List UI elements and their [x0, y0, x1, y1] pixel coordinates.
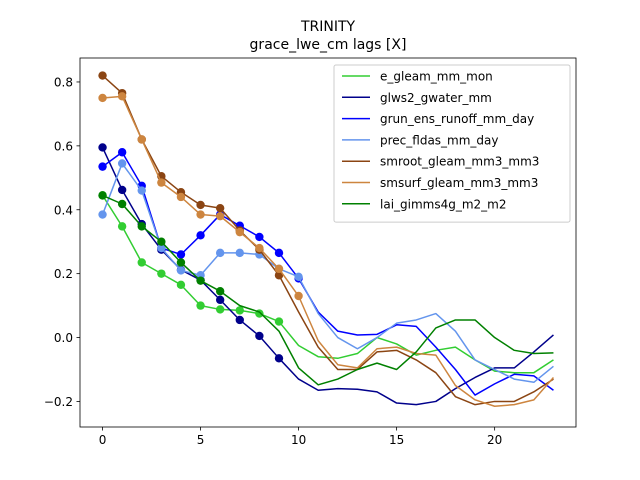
data-point-smroot_gleam_mm3_mm3-0	[98, 71, 107, 80]
data-point-smsurf_gleam_mm3_mm3-7	[235, 227, 244, 237]
data-point-glws2_gwater_mm-8	[255, 331, 264, 341]
legend: e_gleam_mm_mon glws2_gwater_mm grun_ens_ru…	[333, 64, 571, 223]
x-tick-label-3: 15	[389, 433, 404, 447]
data-point-prec_fldas_mm_day-10	[294, 272, 303, 282]
y-tick-label-1: 0.0	[54, 331, 73, 345]
data-point-lai_gimms4g_m2_m2-4	[176, 258, 186, 267]
data-point-lai_gimms4g_m2_m2-1	[117, 199, 127, 209]
data-point-smsurf_gleam_mm3_mm3-8	[255, 243, 264, 253]
x-tick-label-1: 5	[197, 433, 205, 447]
x-tick-label-0: 0	[99, 433, 107, 447]
data-point-prec_fldas_mm_day-0	[98, 210, 107, 219]
data-point-grun_ens_runoff_mm_day-8	[255, 232, 264, 242]
data-point-smsurf_gleam_mm3_mm3-5	[196, 210, 205, 219]
x-tick-label-4: 20	[487, 433, 502, 447]
data-point-lai_gimms4g_m2_m2-2	[137, 222, 146, 231]
data-point-smsurf_gleam_mm3_mm3-3	[157, 178, 166, 187]
y-tick-label-0: −0.2	[44, 395, 73, 409]
data-point-lai_gimms4g_m2_m2-6	[215, 287, 225, 296]
data-point-prec_fldas_mm_day-2	[137, 186, 146, 195]
data-point-e_gleam_mm_mon-6	[215, 305, 225, 314]
chart-subtitle: grace_lwe_cm lags [X]	[250, 37, 407, 53]
data-point-e_gleam_mm_mon-1	[117, 222, 127, 231]
legend-label-grun_ens_runoff_mm_day: grun_ens_runoff_mm_day	[380, 112, 534, 126]
y-tick-label-3: 0.4	[54, 203, 73, 217]
data-point-prec_fldas_mm_day-4	[176, 266, 186, 275]
data-point-grun_ens_runoff_mm_day-5	[196, 231, 205, 240]
data-point-smsurf_gleam_mm3_mm3-9	[274, 264, 284, 274]
chart-title: TRINITY	[300, 19, 356, 35]
data-point-glws2_gwater_mm-9	[274, 354, 284, 363]
y-tick-label-5: 0.8	[54, 75, 73, 89]
x-tick-label-2: 10	[291, 433, 306, 447]
data-point-e_gleam_mm_mon-7	[235, 306, 244, 315]
data-point-smsurf_gleam_mm3_mm3-10	[294, 291, 303, 301]
data-point-glws2_gwater_mm-6	[215, 295, 225, 305]
data-point-lai_gimms4g_m2_m2-0	[98, 191, 107, 200]
y-tick-label-4: 0.6	[54, 139, 73, 153]
data-point-e_gleam_mm_mon-4	[176, 280, 186, 290]
data-point-glws2_gwater_mm-7	[235, 315, 244, 325]
data-point-e_gleam_mm_mon-5	[196, 301, 205, 310]
data-point-e_gleam_mm_mon-9	[274, 317, 284, 326]
series-line-smroot_gleam_mm3_mm3	[102, 75, 554, 406]
y-tick-label-2: 0.2	[54, 267, 73, 281]
data-point-smroot_gleam_mm3_mm3-9	[274, 271, 284, 280]
data-point-smroot_gleam_mm3_mm3-5	[196, 200, 205, 210]
legend-label-glws2_gwater_mm: glws2_gwater_mm	[380, 91, 492, 105]
legend-box	[333, 64, 571, 223]
data-point-lai_gimms4g_m2_m2-3	[157, 237, 166, 246]
data-point-prec_fldas_mm_day-7	[235, 248, 244, 258]
data-point-grun_ens_runoff_mm_day-9	[274, 248, 284, 258]
legend-label-e_gleam_mm_mon: e_gleam_mm_mon	[380, 70, 493, 84]
plot-area: 0 5 10 15 20 −0.2 0.0 0.2 0.4 0.6 0.8	[44, 57, 577, 447]
data-point-smsurf_gleam_mm3_mm3-4	[176, 192, 186, 202]
legend-label-smsurf_gleam_mm3_mm3: smsurf_gleam_mm3_mm3	[380, 176, 538, 190]
data-point-smsurf_gleam_mm3_mm3-1	[117, 92, 127, 101]
series-line-prec_fldas_mm_day	[101, 162, 554, 384]
data-point-prec_fldas_mm_day-3	[157, 243, 166, 253]
legend-label-smroot_gleam_mm3_mm3: smroot_gleam_mm3_mm3	[380, 155, 539, 169]
data-point-smsurf_gleam_mm3_mm3-6	[215, 211, 225, 221]
legend-label-prec_fldas_mm_day: prec_fldas_mm_day	[380, 133, 499, 147]
data-point-glws2_gwater_mm-1	[117, 185, 127, 195]
data-point-prec_fldas_mm_day-1	[117, 159, 127, 168]
axes-frame	[79, 57, 577, 428]
data-point-e_gleam_mm_mon-3	[157, 269, 166, 278]
data-point-e_gleam_mm_mon-2	[137, 258, 146, 267]
data-point-glws2_gwater_mm-0	[98, 143, 107, 152]
series-line-lai_gimms4g_m2_m2	[102, 194, 554, 386]
data-point-prec_fldas_mm_day-6	[215, 248, 225, 258]
data-point-grun_ens_runoff_mm_day-1	[117, 148, 127, 157]
data-point-grun_ens_runoff_mm_day-0	[98, 162, 107, 171]
data-point-lai_gimms4g_m2_m2-5	[196, 276, 205, 285]
data-point-grun_ens_runoff_mm_day-4	[176, 250, 186, 259]
data-point-smroot_gleam_mm3_mm3-6	[215, 203, 225, 213]
data-point-smsurf_gleam_mm3_mm3-2	[137, 135, 146, 144]
data-point-smsurf_gleam_mm3_mm3-0	[98, 93, 107, 103]
legend-label-lai_gimms4g_m2_m2: lai_gimms4g_m2_m2	[380, 197, 507, 211]
